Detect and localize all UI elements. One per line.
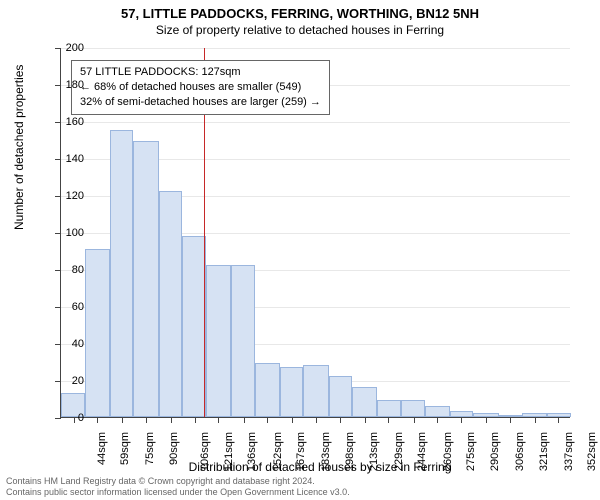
histogram-bar xyxy=(159,191,183,417)
y-tick xyxy=(55,418,61,419)
y-tick-label: 60 xyxy=(72,301,84,313)
x-tick-label: 106sqm xyxy=(199,432,211,471)
x-tick-label: 321sqm xyxy=(538,432,550,471)
x-tick-label: 306sqm xyxy=(514,432,526,471)
x-tick xyxy=(388,417,389,423)
x-tick-label: 121sqm xyxy=(223,432,235,471)
x-tick xyxy=(486,417,487,423)
x-tick-label: 44sqm xyxy=(96,432,108,465)
x-tick-label: 275sqm xyxy=(465,432,477,471)
y-tick-label: 20 xyxy=(72,375,84,387)
x-tick xyxy=(146,417,147,423)
x-tick xyxy=(558,417,559,423)
footer-line2: Contains public sector information licen… xyxy=(6,487,350,498)
grid-line xyxy=(61,48,570,49)
chart-container: 57, LITTLE PADDOCKS, FERRING, WORTHING, … xyxy=(0,0,600,500)
x-tick xyxy=(122,417,123,423)
y-tick xyxy=(55,159,61,160)
y-tick-label: 40 xyxy=(72,338,84,350)
grid-line xyxy=(61,122,570,123)
y-tick-label: 0 xyxy=(78,412,84,424)
histogram-bar xyxy=(133,141,158,417)
x-tick-label: 337sqm xyxy=(563,432,575,471)
histogram-bar xyxy=(280,367,304,417)
plot-area: 57 LITTLE PADDOCKS: 127sqm← 68% of detac… xyxy=(60,48,570,418)
x-tick-label: 260sqm xyxy=(442,432,454,471)
y-tick xyxy=(55,122,61,123)
y-tick-label: 160 xyxy=(66,116,84,128)
y-tick xyxy=(55,48,61,49)
x-tick xyxy=(74,417,75,423)
x-tick xyxy=(437,417,438,423)
x-tick xyxy=(171,417,172,423)
y-tick xyxy=(55,233,61,234)
x-tick-label: 213sqm xyxy=(368,432,380,471)
x-tick xyxy=(340,417,341,423)
histogram-bar xyxy=(425,406,450,417)
histogram-bar xyxy=(231,265,255,417)
chart-area: 57 LITTLE PADDOCKS: 127sqm← 68% of detac… xyxy=(60,48,570,418)
x-tick-label: 183sqm xyxy=(321,432,333,471)
chart-title: 57, LITTLE PADDOCKS, FERRING, WORTHING, … xyxy=(0,0,600,21)
histogram-bar xyxy=(206,265,231,417)
x-tick xyxy=(535,417,536,423)
y-tick xyxy=(55,381,61,382)
x-tick xyxy=(316,417,317,423)
x-tick-label: 152sqm xyxy=(272,432,284,471)
histogram-bar xyxy=(255,363,280,417)
x-tick-label: 136sqm xyxy=(247,432,259,471)
y-tick-label: 180 xyxy=(66,79,84,91)
x-tick-label: 198sqm xyxy=(344,432,356,471)
y-tick-label: 120 xyxy=(66,190,84,202)
y-tick xyxy=(55,270,61,271)
x-tick-label: 229sqm xyxy=(393,432,405,471)
annotation-line: ← 68% of detached houses are smaller (54… xyxy=(80,80,321,95)
footer-line1: Contains HM Land Registry data © Crown c… xyxy=(6,476,350,487)
chart-subtitle: Size of property relative to detached ho… xyxy=(0,21,600,37)
x-tick xyxy=(244,417,245,423)
y-axis-label: Number of detached properties xyxy=(12,65,26,230)
x-tick-label: 352sqm xyxy=(587,432,599,471)
x-tick xyxy=(97,417,98,423)
x-tick xyxy=(195,417,196,423)
x-tick-label: 59sqm xyxy=(119,432,131,465)
x-tick-label: 90sqm xyxy=(168,432,180,465)
x-tick xyxy=(510,417,511,423)
y-tick xyxy=(55,307,61,308)
annotation-line: 32% of semi-detached houses are larger (… xyxy=(80,95,321,110)
x-tick xyxy=(365,417,366,423)
x-tick-label: 290sqm xyxy=(489,432,501,471)
y-tick-label: 80 xyxy=(72,264,84,276)
y-tick-label: 200 xyxy=(66,42,84,54)
footer-text: Contains HM Land Registry data © Crown c… xyxy=(6,476,350,498)
x-tick xyxy=(461,417,462,423)
histogram-bar xyxy=(110,130,134,417)
annotation-line: 57 LITTLE PADDOCKS: 127sqm xyxy=(80,65,321,80)
y-tick xyxy=(55,196,61,197)
x-tick xyxy=(218,417,219,423)
x-tick xyxy=(267,417,268,423)
histogram-bar xyxy=(377,400,401,417)
histogram-bar xyxy=(85,249,110,417)
x-tick-label: 167sqm xyxy=(295,432,307,471)
annotation-box: 57 LITTLE PADDOCKS: 127sqm← 68% of detac… xyxy=(71,60,330,115)
x-tick xyxy=(292,417,293,423)
y-tick-label: 100 xyxy=(66,227,84,239)
y-tick xyxy=(55,85,61,86)
y-tick xyxy=(55,344,61,345)
histogram-bar xyxy=(401,400,425,417)
histogram-bar xyxy=(303,365,328,417)
x-tick-label: 244sqm xyxy=(417,432,429,471)
x-tick-label: 75sqm xyxy=(144,432,156,465)
histogram-bar xyxy=(329,376,353,417)
histogram-bar xyxy=(182,236,206,417)
x-tick xyxy=(414,417,415,423)
y-tick-label: 140 xyxy=(66,153,84,165)
histogram-bar xyxy=(352,387,377,417)
